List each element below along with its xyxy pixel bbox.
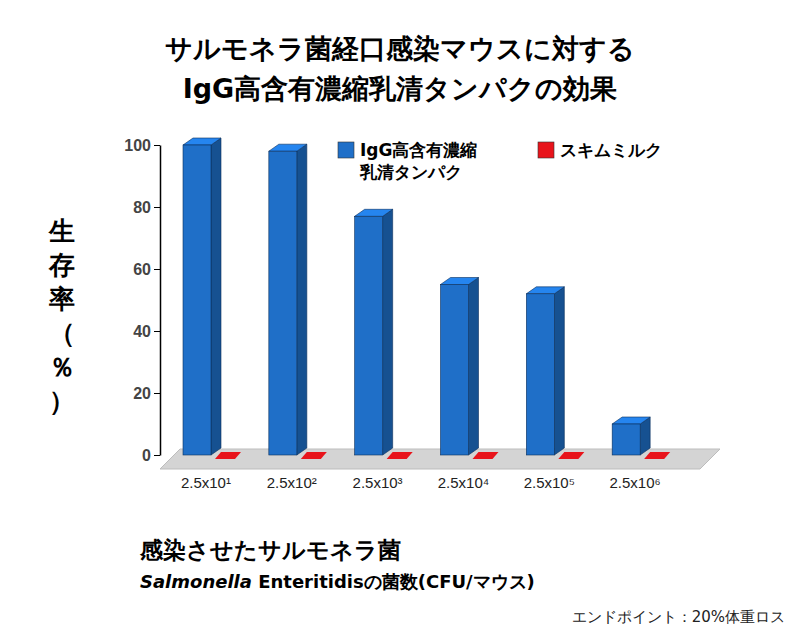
- x-tick-label: 2.5x10⁴: [438, 474, 489, 491]
- y-tick: 80: [133, 199, 160, 216]
- bar-top: [183, 138, 221, 145]
- bar: [526, 287, 564, 455]
- y-axis-line: [160, 146, 162, 456]
- bar-front: [612, 424, 640, 455]
- legend-swatch: [538, 142, 554, 158]
- bar-front: [441, 285, 469, 456]
- bar: [183, 138, 221, 455]
- y-axis: 0 20 40 60 80 100: [124, 137, 160, 464]
- y-tick-label: 0: [142, 447, 151, 464]
- bar-top: [269, 144, 307, 151]
- bar: [387, 452, 413, 459]
- x-tick: 2.5x10¹: [181, 471, 231, 491]
- x-axis-subtitle: Salmonella Enteritidisの菌数(CFU/マウス): [140, 571, 535, 592]
- x-tick: 2.5x10⁴: [438, 471, 489, 491]
- bar-face: [301, 452, 327, 459]
- bar-top: [355, 209, 393, 216]
- x-tick-label: 2.5x10²: [267, 474, 317, 491]
- bar-face: [215, 452, 241, 459]
- bar-side: [383, 209, 393, 455]
- x-tick-label: 2.5x10¹: [181, 474, 231, 491]
- chart: サルモネラ菌経口感染マウスに対する IgG高含有濃縮乳清タンパクの効果 0 20 40 6…: [0, 0, 800, 640]
- x-axis: 2.5x10¹ 2.5x10² 2.5x10³ 2.5x10⁴ 2.5x10⁵ 2.5x1…: [176, 471, 691, 491]
- legend-label: IgG高含有濃縮乳清タンパク: [359, 140, 477, 182]
- y-tick: 0: [142, 447, 160, 464]
- y-tick-label: 60: [133, 261, 151, 278]
- y-tick-label: 100: [124, 137, 151, 154]
- y-tick: 20: [133, 385, 160, 402]
- bar: [301, 452, 327, 459]
- bar-front: [269, 151, 297, 455]
- bar-front: [355, 216, 383, 455]
- bar: [558, 452, 584, 459]
- bar-side: [211, 138, 221, 455]
- y-tick-mark: [154, 455, 160, 456]
- legend-swatch: [338, 142, 354, 158]
- bar: [355, 209, 393, 455]
- bar-front: [526, 294, 554, 455]
- x-axis-line: [176, 471, 691, 472]
- y-tick-label: 20: [133, 385, 151, 402]
- bar-face: [473, 452, 499, 459]
- bar: [644, 452, 670, 459]
- bar-top: [441, 278, 479, 285]
- bar-face: [387, 452, 413, 459]
- x-tick: 2.5x10²: [267, 471, 317, 491]
- bar-side: [469, 278, 479, 456]
- y-tick-mark: [154, 145, 160, 146]
- bar: [269, 144, 307, 455]
- bar: [441, 278, 479, 456]
- bar-face: [644, 452, 670, 459]
- bar-face: [558, 452, 584, 459]
- x-tick: 2.5x10³: [353, 471, 403, 491]
- annotation: エンドポイント：20%体重ロス: [572, 608, 785, 626]
- x-axis-title: 感染させたサルモネラ菌: [139, 537, 401, 563]
- y-tick: 100: [124, 137, 160, 154]
- legend-label: スキムミルク: [560, 140, 662, 160]
- x-tick-label: 2.5x10⁶: [609, 474, 660, 491]
- legend: IgG高含有濃縮乳清タンパク スキムミルク: [338, 140, 662, 182]
- bar: [215, 452, 241, 459]
- y-tick: 60: [133, 261, 160, 278]
- y-tick-mark: [154, 269, 160, 270]
- legend-item: IgG高含有濃縮乳清タンパク: [338, 140, 477, 182]
- y-tick-mark: [154, 331, 160, 332]
- y-axis-title: 生存率（％）: [48, 216, 75, 416]
- x-tick-label: 2.5x10⁵: [524, 474, 575, 491]
- bars: [183, 138, 670, 459]
- x-tick-label: 2.5x10³: [353, 474, 403, 491]
- title-group: サルモネラ菌経口感染マウスに対する IgG高含有濃縮乳清タンパクの効果: [165, 33, 635, 104]
- bar: [473, 452, 499, 459]
- x-tick: 2.5x10⁶: [609, 471, 660, 491]
- y-tick-mark: [154, 393, 160, 394]
- x-tick: 2.5x10⁵: [524, 471, 575, 491]
- legend-item: スキムミルク: [538, 140, 662, 160]
- y-tick-label: 40: [133, 323, 151, 340]
- bar-side: [554, 287, 564, 455]
- title: IgG高含有濃縮乳清タンパクの効果: [183, 73, 618, 104]
- bar-top: [526, 287, 564, 294]
- y-tick-mark: [154, 207, 160, 208]
- bar-side: [297, 144, 307, 455]
- title: サルモネラ菌経口感染マウスに対する: [165, 33, 635, 64]
- y-tick: 40: [133, 323, 160, 340]
- bar-top: [612, 417, 650, 424]
- y-tick-label: 80: [133, 199, 151, 216]
- bar: [612, 417, 650, 455]
- bar-front: [183, 145, 211, 455]
